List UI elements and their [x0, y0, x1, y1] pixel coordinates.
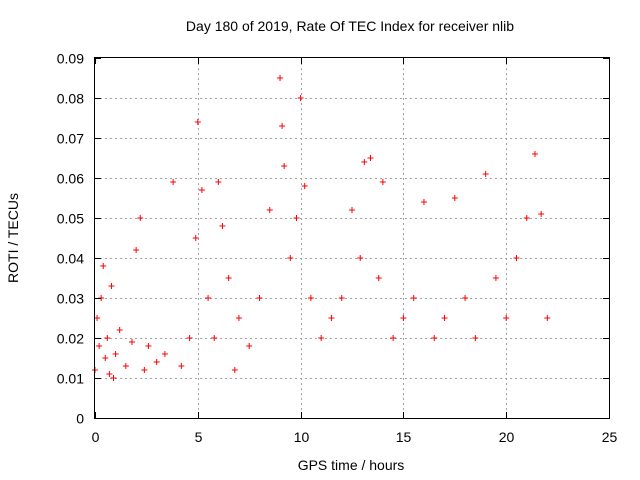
data-point [186, 335, 193, 341]
data-point [379, 179, 386, 185]
data-point [110, 375, 117, 381]
data-point [538, 211, 545, 217]
data-point [513, 255, 520, 261]
y-tick-label: 0.03 [57, 291, 84, 307]
data-point [441, 315, 448, 321]
data-point [192, 235, 199, 241]
data-point [256, 295, 263, 301]
data-point [231, 367, 238, 373]
data-point [133, 247, 140, 253]
data-point [301, 183, 308, 189]
x-tick-label: 25 [602, 429, 618, 445]
y-tick-label: 0.08 [57, 91, 84, 107]
data-point [219, 223, 226, 229]
data-point [122, 363, 129, 369]
data-point [375, 275, 382, 281]
data-point [544, 315, 551, 321]
data-point [235, 315, 242, 321]
y-tick-label: 0.02 [57, 331, 84, 347]
y-axis-label: ROTI / TECUs [5, 193, 21, 283]
data-point [129, 339, 136, 345]
data-point [400, 315, 407, 321]
chart-title: Day 180 of 2019, Rate Of TEC Index for r… [186, 18, 514, 34]
y-tick-label: 0.07 [57, 131, 84, 147]
y-tick-label: 0.09 [57, 51, 84, 67]
data-point [420, 199, 427, 205]
data-point [338, 295, 345, 301]
data-point [462, 295, 469, 301]
data-point [104, 335, 111, 341]
x-axis-label: GPS time / hours [298, 457, 405, 473]
data-point [96, 343, 103, 349]
x-tick-label: 20 [499, 429, 515, 445]
data-point [367, 155, 374, 161]
data-point [205, 295, 212, 301]
data-point [153, 359, 160, 365]
data-point [307, 295, 314, 301]
y-tick-label: 0.04 [57, 251, 84, 267]
x-tick-labels: 0 5 10 15 20 25 [92, 429, 618, 445]
data-point [279, 123, 286, 129]
y-tick-label: 0.06 [57, 171, 84, 187]
data-point [194, 119, 201, 125]
data-point [318, 335, 325, 341]
data-point [349, 207, 355, 213]
data-point [357, 255, 364, 261]
data-point [112, 351, 119, 357]
data-point [246, 343, 253, 349]
data-point [431, 335, 438, 341]
data-points [92, 75, 551, 381]
data-point [293, 215, 300, 221]
data-point [410, 295, 417, 301]
data-point [266, 207, 273, 213]
data-point [198, 187, 205, 193]
data-point [472, 335, 479, 341]
x-tick-label: 10 [294, 429, 310, 445]
data-point [281, 163, 288, 169]
x-tick-label: 5 [195, 429, 203, 445]
data-point [145, 343, 152, 349]
data-point [503, 315, 510, 321]
data-point [390, 335, 397, 341]
data-point [531, 151, 538, 157]
data-point [328, 315, 335, 321]
data-point [100, 263, 107, 269]
x-tick-label: 15 [396, 429, 412, 445]
data-point [361, 159, 368, 165]
data-point [137, 215, 144, 221]
plot-frame [94, 57, 610, 419]
y-tick-labels: 0 0.01 0.02 0.03 0.04 0.05 0.06 0.07 0.08 0.09 [57, 51, 84, 427]
data-point [215, 179, 222, 185]
data-point [277, 75, 284, 81]
data-point [492, 275, 499, 281]
data-point [108, 283, 115, 289]
data-point [106, 371, 113, 377]
data-point [116, 327, 123, 333]
data-point [161, 351, 168, 357]
data-point [287, 255, 294, 261]
data-point [297, 95, 304, 101]
y-tick-label: 0.01 [57, 371, 84, 387]
data-point [94, 315, 101, 321]
data-point [211, 335, 218, 341]
data-point [178, 363, 185, 369]
data-point [102, 355, 109, 361]
grid-lines [95, 58, 609, 418]
data-point [170, 179, 177, 185]
data-point [141, 367, 148, 373]
axis-ticks [95, 58, 610, 419]
x-tick-label: 0 [92, 429, 100, 445]
y-tick-label: 0 [76, 411, 84, 427]
y-tick-label: 0.05 [57, 211, 84, 227]
data-point [523, 215, 530, 221]
data-point [225, 275, 232, 281]
data-point [482, 171, 489, 177]
data-point [451, 195, 458, 201]
